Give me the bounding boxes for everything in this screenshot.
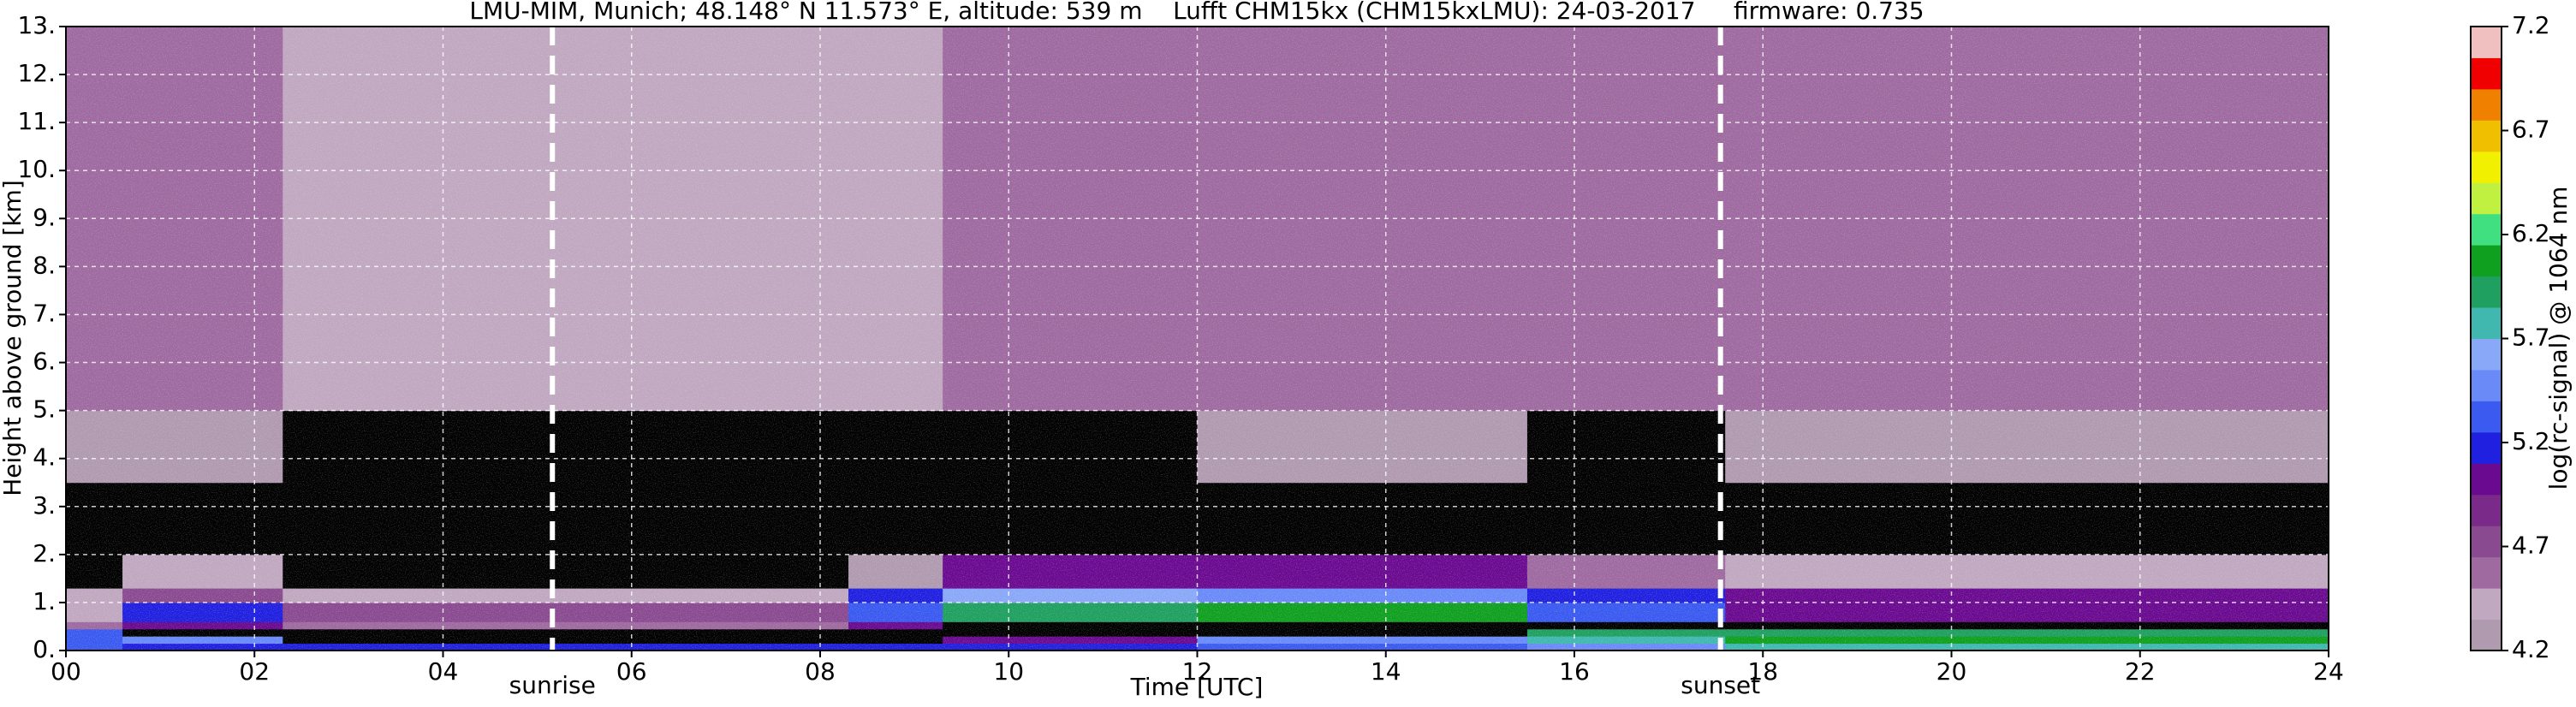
x-tick-label: 00	[51, 657, 81, 686]
colorbar-swatch	[2471, 401, 2502, 433]
y-axis-label: Height above ground [km]	[0, 180, 27, 496]
x-tick-label: 10	[993, 657, 1024, 686]
y-tick-label: 8.	[33, 251, 56, 279]
colorbar-swatch	[2471, 338, 2502, 371]
plot-frame	[65, 26, 2329, 651]
colorbar-swatch	[2471, 619, 2502, 651]
x-axis-label: Time [UTC]	[1130, 673, 1264, 701]
y-tick-label: 1.	[33, 587, 56, 615]
x-tick-label: 20	[1936, 657, 1967, 686]
x-tick-label: 24	[2313, 657, 2344, 686]
colorbar-swatch	[2471, 526, 2502, 558]
colorbar-swatch	[2471, 556, 2502, 589]
colorbar-tick-label: 4.2	[2512, 635, 2550, 663]
x-tick-label: 18	[1747, 657, 1778, 686]
x-tick-label: 02	[239, 657, 270, 686]
colorbar-label: log(rc-signal) @ 1064 nm	[2544, 187, 2573, 490]
colorbar-swatch	[2471, 120, 2502, 152]
x-tick-label: 08	[805, 657, 836, 686]
y-tick-label: 7.	[33, 299, 56, 327]
annotation-label: sunrise	[509, 671, 596, 699]
colorbar-swatch	[2471, 463, 2502, 496]
colorbar-swatch	[2471, 182, 2502, 215]
x-tick-label: 12	[1182, 657, 1213, 686]
y-tick-label: 11.	[17, 107, 56, 135]
y-tick-label: 13.	[17, 11, 56, 39]
colorbar-swatch	[2471, 27, 2502, 58]
y-tick-label: 0.	[33, 635, 56, 663]
colorbar-swatch	[2471, 307, 2502, 339]
colorbar-swatch	[2471, 88, 2502, 121]
x-tick-label: 22	[2125, 657, 2156, 686]
colorbar-swatch	[2471, 431, 2502, 464]
colorbar-swatch	[2471, 494, 2502, 526]
y-tick-label: 2.	[33, 539, 56, 567]
colorbar-tick-label: 7.2	[2512, 11, 2550, 39]
y-tick-label: 12.	[17, 59, 56, 87]
annotation-label: sunset	[1681, 671, 1760, 699]
x-tick-label: 16	[1559, 657, 1590, 686]
colorbar-tick-label: 5.7	[2512, 324, 2550, 352]
colorbar-swatch	[2471, 369, 2502, 401]
chart-title: LMU-MIM, Munich; 48.148° N 11.573° E, al…	[469, 0, 1924, 25]
colorbar-tick-label: 6.7	[2512, 116, 2550, 144]
colorbar-tick-label: 4.7	[2512, 532, 2550, 560]
x-tick-label: 06	[616, 657, 647, 686]
colorbar-tick-label: 6.2	[2512, 219, 2550, 247]
colorbar-tick-label: 5.2	[2512, 427, 2550, 455]
colorbar-swatch	[2471, 57, 2502, 90]
y-tick-label: 4.	[33, 443, 56, 472]
x-tick-label: 04	[428, 657, 459, 686]
y-tick-label: 6.	[33, 348, 56, 376]
colorbar-swatch	[2471, 588, 2502, 621]
colorbar-swatch	[2471, 151, 2502, 183]
colorbar-swatch	[2471, 213, 2502, 246]
y-tick-label: 3.	[33, 491, 56, 520]
y-tick-label: 9.	[33, 203, 56, 231]
colorbar-swatch	[2471, 276, 2502, 308]
x-tick-label: 14	[1371, 657, 1401, 686]
y-tick-label: 5.	[33, 395, 56, 424]
colorbar-swatch	[2471, 245, 2502, 277]
y-tick-label: 10.	[17, 155, 56, 183]
